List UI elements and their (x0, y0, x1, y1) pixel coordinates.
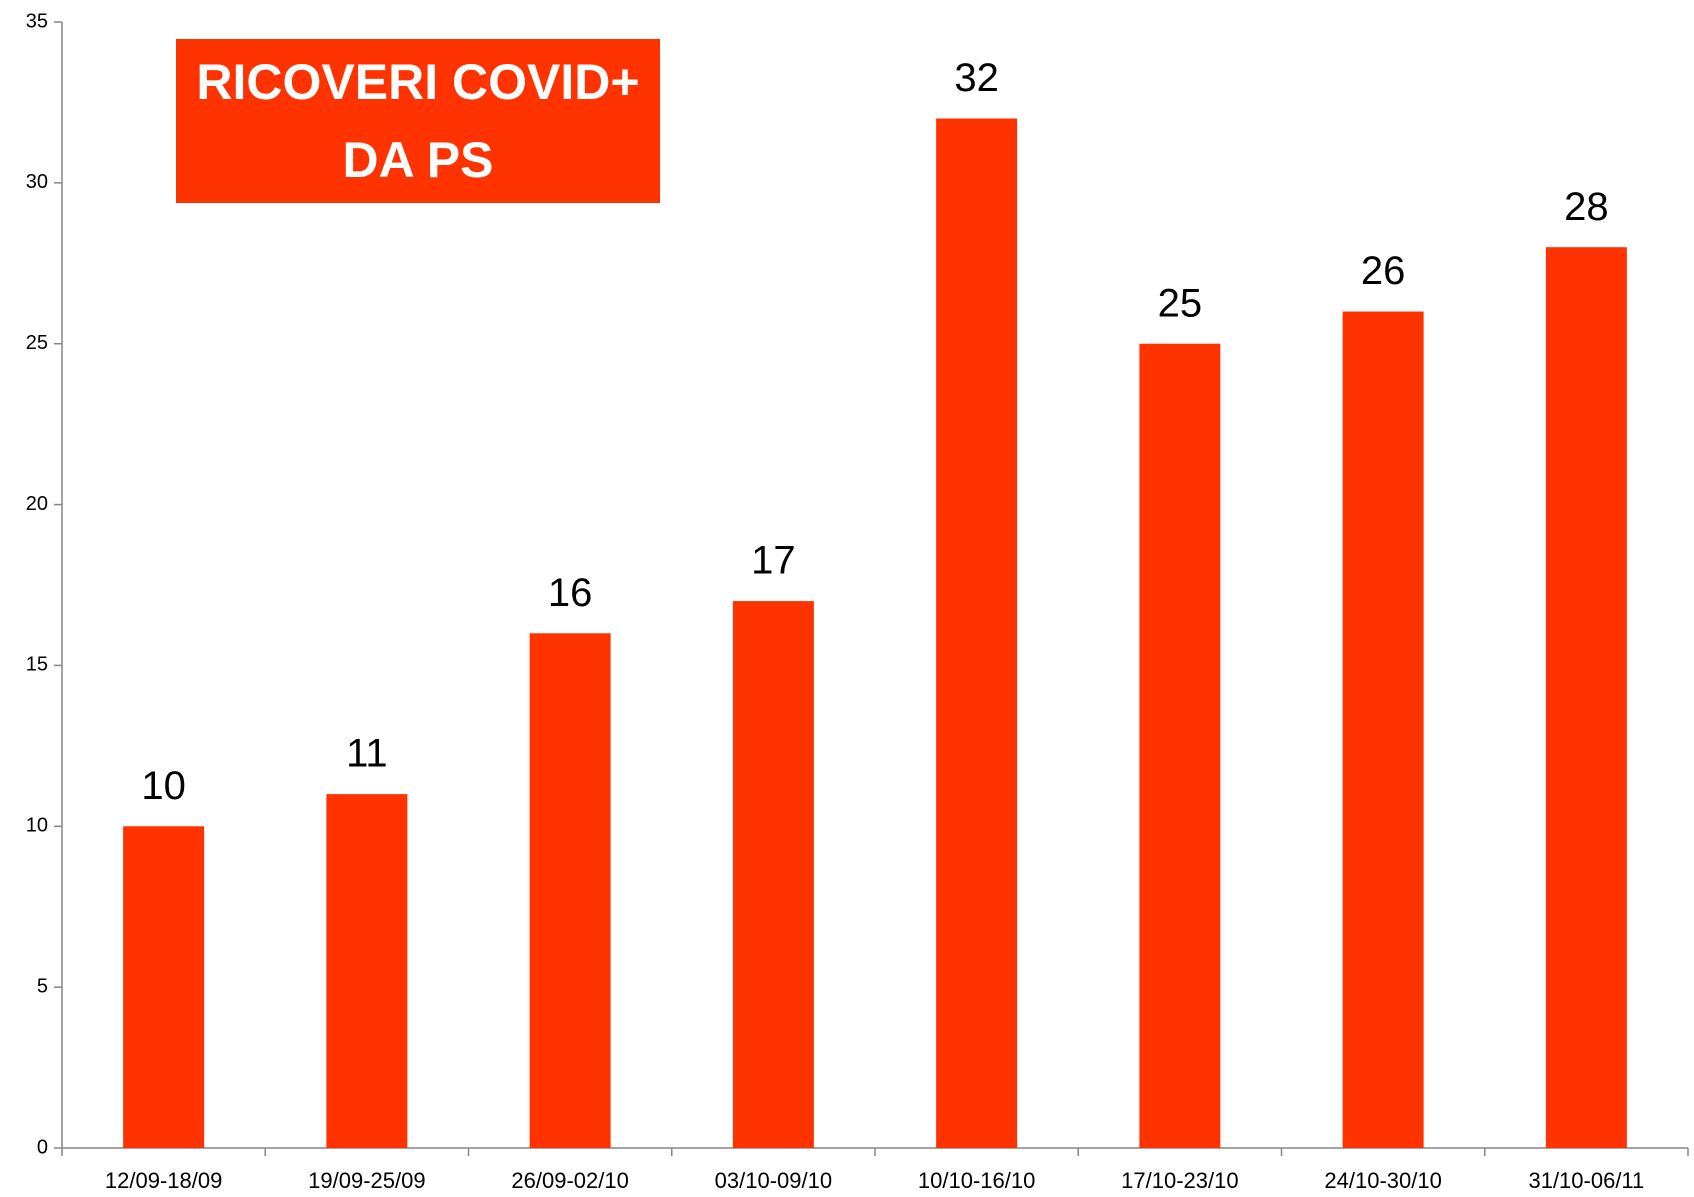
value-label: 28 (1564, 185, 1609, 229)
value-label: 11 (346, 732, 388, 776)
bar (1342, 311, 1424, 1148)
value-label: 10 (141, 764, 186, 808)
x-tick-label: 03/10-09/10 (715, 1168, 832, 1193)
x-tick-label: 26/09-02/10 (511, 1168, 628, 1193)
bar (326, 794, 408, 1148)
y-tick-label: 35 (26, 10, 48, 32)
bar (123, 826, 205, 1148)
value-label: 17 (751, 539, 796, 583)
bar (936, 118, 1018, 1148)
value-label: 25 (1158, 281, 1203, 325)
x-tick-label: 12/09-18/09 (105, 1168, 222, 1193)
y-tick-label: 20 (26, 493, 48, 515)
y-tick-label: 5 (37, 975, 48, 997)
bar (529, 633, 611, 1148)
x-tick-label: 10/10-16/10 (918, 1168, 1035, 1193)
bar (732, 601, 814, 1148)
x-tick-label: 31/10-06/11 (1528, 1168, 1644, 1193)
chart-title: RICOVERI COVID+ DA PS (176, 39, 660, 203)
x-tick-label: 24/10-30/10 (1324, 1168, 1441, 1193)
bar (1139, 343, 1221, 1148)
y-tick-label: 15 (26, 654, 48, 676)
value-label: 26 (1361, 249, 1406, 293)
y-tick-label: 10 (26, 815, 48, 837)
x-tick-label: 17/10-23/10 (1121, 1168, 1238, 1193)
value-label: 32 (954, 56, 999, 100)
x-tick-label: 19/09-25/09 (308, 1168, 425, 1193)
bar (1545, 247, 1627, 1148)
y-tick-label: 25 (26, 332, 48, 354)
value-label: 16 (548, 571, 593, 615)
y-tick-label: 0 (37, 1136, 48, 1158)
y-tick-label: 30 (26, 171, 48, 193)
